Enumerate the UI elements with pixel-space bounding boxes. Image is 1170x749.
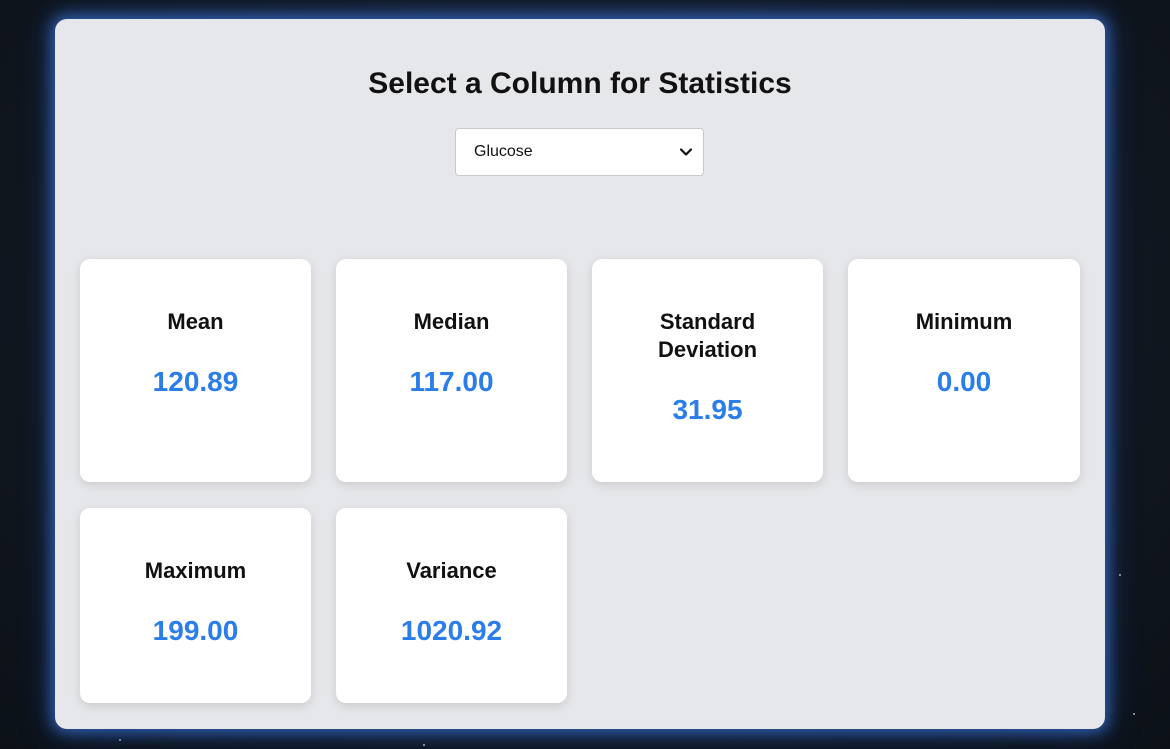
chevron-down-icon	[679, 148, 693, 156]
statistics-panel: Select a Column for Statistics Glucose M…	[55, 19, 1105, 729]
page-title: Select a Column for Statistics	[368, 67, 792, 100]
column-select-value: Glucose	[474, 143, 533, 160]
stat-card-median: Median 117.00	[336, 259, 567, 482]
background-star	[423, 744, 425, 746]
stat-label: Maximum	[144, 558, 247, 583]
stat-value: 199.00	[152, 615, 239, 646]
stat-label: Minimum	[915, 309, 1013, 334]
stat-card-maximum: Maximum 199.00	[80, 508, 311, 703]
stat-card-minimum: Minimum 0.00	[848, 259, 1080, 482]
stat-label: Mean	[167, 309, 224, 334]
stat-label: Variance	[406, 558, 497, 583]
stat-value: 120.89	[152, 366, 239, 397]
stat-value: 0.00	[936, 366, 992, 397]
stat-value: 31.95	[672, 394, 743, 425]
stat-value: 117.00	[409, 366, 494, 397]
stat-card-variance: Variance 1020.92	[336, 508, 567, 703]
stat-card-standard-deviation: Standard Deviation 31.95	[592, 259, 823, 482]
stat-label: Standard Deviation	[657, 309, 758, 362]
stat-label: Median	[413, 309, 490, 334]
stat-value: 1020.92	[400, 615, 503, 646]
stat-card-mean: Mean 120.89	[80, 259, 311, 482]
background-star	[119, 739, 121, 741]
column-select[interactable]: Glucose	[455, 128, 704, 176]
background-star	[1133, 713, 1135, 715]
background-star	[1119, 574, 1121, 576]
